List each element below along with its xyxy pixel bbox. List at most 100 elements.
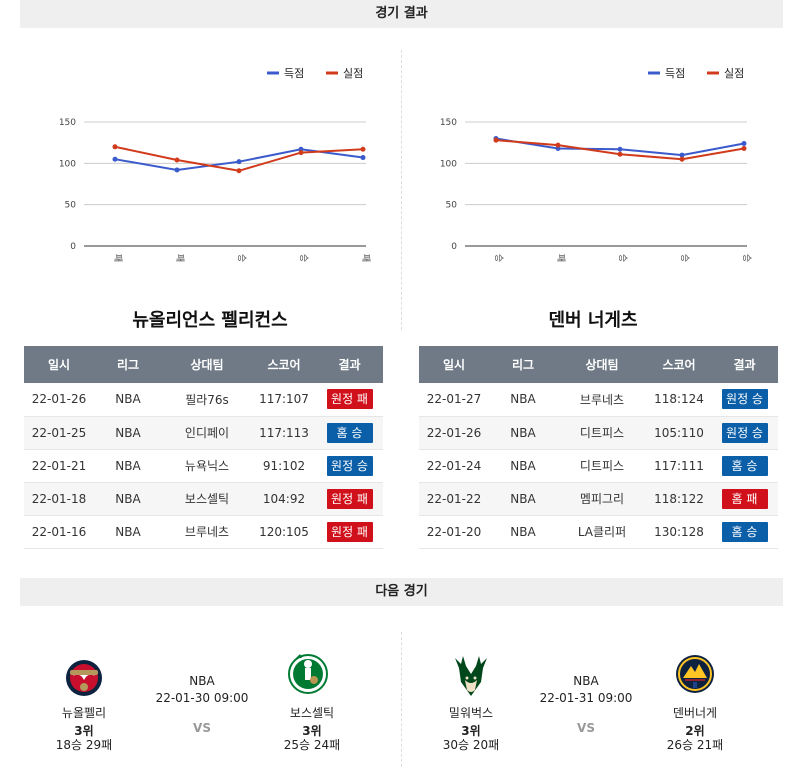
data-point <box>679 156 685 162</box>
result-badge: 원정 승 <box>721 422 768 443</box>
results-section-title: 경기 결과 <box>375 6 428 21</box>
cell-result: 원정 패 <box>316 482 383 516</box>
data-point <box>617 151 623 157</box>
cell-result: 원정 승 <box>316 449 383 483</box>
next-match-1[interactable]: 뉴올펠리 3위 18승 29패 NBA 22-01-30 09:00 VS 보스… <box>40 640 400 760</box>
cell-opponent: 브루네츠 <box>162 515 252 549</box>
chart-svg: 득점 실점 150 100 50 0 패 패 승 승 패 <box>59 67 371 262</box>
cell-league: NBA <box>489 482 557 516</box>
table-row: 22-01-21 NBA 뉴욕닉스 91:102 원정 승 <box>24 449 383 483</box>
y-tick-label: 50 <box>65 201 77 211</box>
cell-league: NBA <box>489 515 557 549</box>
pelicans-results-table: 일시 리그 상대팀 스코어 결과 22-01-26 NBA 필라76s 117:107… <box>24 346 383 549</box>
cell-date: 22-01-24 <box>419 449 489 483</box>
y-tick-label: 0 <box>70 242 76 252</box>
cell-date: 22-01-26 <box>24 383 94 417</box>
away-team-name: 보스셀틱 <box>289 706 335 720</box>
results-divider <box>401 50 402 330</box>
series-line-실점 <box>114 145 364 172</box>
result-badge: 홈 승 <box>721 521 768 542</box>
data-point <box>741 140 747 146</box>
cell-league: NBA <box>94 515 162 549</box>
cell-opponent: 보스셀틱 <box>162 482 252 516</box>
col-score: 스코어 <box>647 346 711 383</box>
data-point <box>360 146 366 152</box>
bucks-logo <box>455 656 487 696</box>
cell-league: NBA <box>94 383 162 417</box>
cell-result: 원정 승 <box>711 383 778 417</box>
cell-date: 22-01-21 <box>24 449 94 483</box>
y-tick-label: 150 <box>59 118 76 128</box>
chart-svg: 득점 실점 150 100 50 0 승 패 승 승 승 <box>440 67 752 262</box>
cell-score: 117:111 <box>647 449 711 483</box>
away-team-record: 26승 21패 <box>666 738 724 752</box>
x-tick-label: 승 <box>298 254 309 262</box>
team-title-nuggets: 덴버 너게츠 <box>548 310 638 331</box>
cell-result: 홈 승 <box>711 515 778 549</box>
results-section-header: 경기 결과 <box>20 0 783 28</box>
home-team-rank: 3위 <box>74 724 94 738</box>
cell-opponent: 브루네츠 <box>557 383 647 417</box>
legend-label: 실점 <box>724 67 744 80</box>
pelicans-logo <box>66 660 102 696</box>
col-opponent: 상대팀 <box>557 346 647 383</box>
cell-score: 118:124 <box>647 383 711 417</box>
match-datetime: 22-01-31 09:00 <box>539 691 633 705</box>
col-result: 결과 <box>711 346 778 383</box>
cell-score: 130:128 <box>647 515 711 549</box>
home-team-record: 30승 20패 <box>442 738 500 752</box>
cell-result: 원정 패 <box>316 383 383 417</box>
x-tick-label: 승 <box>679 254 690 262</box>
cell-league: NBA <box>94 482 162 516</box>
match-vs: VS <box>193 721 211 735</box>
legend-label: 득점 <box>665 67 685 80</box>
table-row: 22-01-25 NBA 인디페이 117:113 홈 승 <box>24 416 383 450</box>
data-point <box>112 156 118 162</box>
col-score: 스코어 <box>252 346 316 383</box>
col-date: 일시 <box>419 346 489 383</box>
table-row: 22-01-26 NBA 디트피스 105:110 원정 승 <box>419 416 778 450</box>
data-point <box>236 168 242 174</box>
legend-label: 실점 <box>343 67 363 80</box>
data-point <box>555 142 561 148</box>
cell-opponent: 디트피스 <box>557 416 647 450</box>
result-badge: 원정 패 <box>326 389 373 410</box>
table-row: 22-01-26 NBA 필라76s 117:107 원정 패 <box>24 383 383 417</box>
table-header-row: 일시 리그 상대팀 스코어 결과 <box>24 346 383 383</box>
match-datetime: 22-01-30 09:00 <box>155 691 249 705</box>
data-point <box>298 150 304 156</box>
cell-result: 원정 패 <box>316 515 383 549</box>
cell-score: 120:105 <box>252 515 316 549</box>
nuggets-results-table: 일시 리그 상대팀 스코어 결과 22-01-27 NBA 브루네츠 118:124 원… <box>419 346 778 549</box>
pelicans-score-chart: 득점 실점 150 100 50 0 패 패 승 승 패 <box>24 52 394 287</box>
y-tick-label: 0 <box>451 242 457 252</box>
away-team-rank: 3위 <box>302 724 322 738</box>
result-badge: 원정 패 <box>326 488 373 509</box>
data-point <box>236 159 242 165</box>
next-match-2[interactable]: 밀워벅스 3위 30승 20패 NBA 22-01-31 09:00 VS 덴버… <box>413 640 773 760</box>
home-team-name: 뉴올펠리 <box>61 706 107 720</box>
data-point <box>617 146 623 152</box>
y-tick-label: 150 <box>440 118 457 128</box>
y-tick-label: 50 <box>446 201 458 211</box>
next-games-section-header: 다음 경기 <box>20 578 783 606</box>
cell-opponent: 뉴욕닉스 <box>162 449 252 483</box>
next-divider <box>401 632 402 767</box>
table-row: 22-01-16 NBA 브루네츠 120:105 원정 패 <box>24 515 383 549</box>
cell-opponent: 인디페이 <box>162 416 252 450</box>
table-row: 22-01-18 NBA 보스셀틱 104:92 원정 패 <box>24 482 383 516</box>
table-row: 22-01-24 NBA 디트피스 117:111 홈 승 <box>419 449 778 483</box>
match-vs: VS <box>577 721 595 735</box>
x-tick-label: 패 <box>360 254 371 262</box>
team-title-pelicans: 뉴올리언스 펠리컨스 <box>132 310 288 331</box>
cell-league: NBA <box>489 383 557 417</box>
col-league: 리그 <box>489 346 557 383</box>
cell-score: 104:92 <box>252 482 316 516</box>
cell-result: 홈 패 <box>711 482 778 516</box>
result-badge: 원정 승 <box>326 455 373 476</box>
col-date: 일시 <box>24 346 94 383</box>
cell-score: 117:107 <box>252 383 316 417</box>
cell-score: 118:122 <box>647 482 711 516</box>
result-badge: 원정 승 <box>721 389 768 410</box>
nuggets-score-chart: 득점 실점 150 100 50 0 승 패 승 승 승 <box>405 52 775 287</box>
